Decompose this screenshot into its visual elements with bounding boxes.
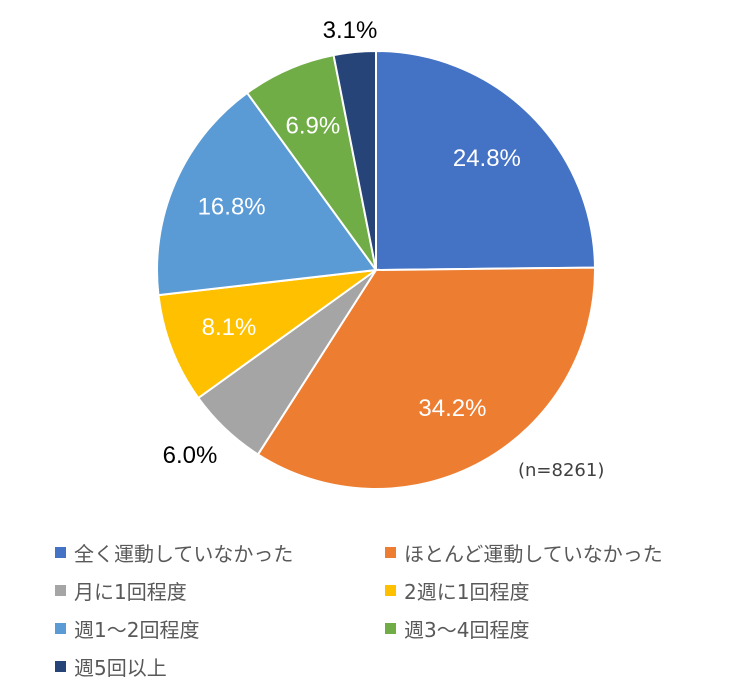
data-label: 34.2%: [418, 395, 486, 422]
pie-chart: 24.8% 34.2% 6.0% 8.1% 16.8% 6.9% 3.1%: [156, 17, 596, 490]
data-label: 8.1%: [202, 314, 257, 341]
legend-label: 2週に1回程度: [404, 579, 530, 604]
legend: 全く運動していなかった ほとんど運動していなかった 月に1回程度 2週に1回程度…: [55, 540, 735, 680]
pie-slice: [332, 49, 377, 271]
legend-label: 全く運動していなかった: [74, 541, 294, 566]
pie-slice: [157, 268, 380, 400]
legend-swatch: [55, 584, 66, 596]
legend-item: 週5回以上: [55, 654, 385, 680]
legend-item: 月に1回程度: [55, 578, 385, 604]
legend-item: 2週に1回程度: [385, 578, 715, 604]
legend-swatch: [55, 546, 66, 558]
legend-swatch: [55, 660, 66, 672]
legend-item: ほとんど運動していなかった: [385, 540, 715, 566]
pie-slice: [156, 91, 378, 297]
legend-label: 週1〜2回程度: [74, 617, 200, 642]
legend-label: 月に1回程度: [74, 579, 187, 604]
legend-item: 週1〜2回程度: [55, 616, 385, 642]
legend-swatch: [385, 622, 396, 634]
legend-swatch: [385, 546, 396, 558]
legend-swatch: [55, 622, 66, 634]
pie-slice: [375, 49, 596, 272]
data-label: 6.0%: [163, 442, 218, 469]
data-label: 24.8%: [453, 145, 521, 172]
legend-item: 週3〜4回程度: [385, 616, 715, 642]
legend-item: 全く運動していなかった: [55, 540, 385, 566]
data-label: 3.1%: [323, 17, 378, 44]
legend-swatch: [385, 584, 396, 596]
data-label: 16.8%: [198, 194, 266, 221]
data-label: 6.9%: [286, 113, 341, 140]
sample-size-note: (n=8261): [518, 460, 605, 481]
legend-label: 週3〜4回程度: [404, 617, 530, 642]
legend-label: 週5回以上: [74, 655, 167, 680]
legend-label: ほとんど運動していなかった: [404, 541, 663, 566]
